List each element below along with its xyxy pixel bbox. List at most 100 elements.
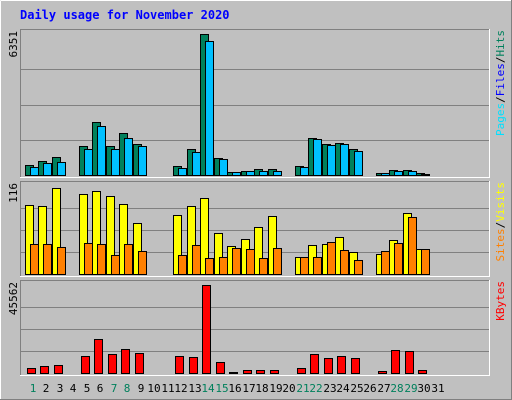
bar-sites-day-22 <box>313 257 322 275</box>
y-max-label: 45562 <box>7 282 20 315</box>
bar-files-day-30 <box>421 174 430 176</box>
bar-files-day-7 <box>111 149 120 176</box>
bar-visits-day-12 <box>173 215 182 275</box>
day-label-3: 3 <box>57 382 64 395</box>
bar-kbytes-day-9 <box>135 353 144 374</box>
bar-visits-day-7 <box>106 196 115 275</box>
bar-kbytes-day-21 <box>297 368 306 374</box>
day-label-7: 7 <box>111 382 118 395</box>
day-label-5: 5 <box>84 382 91 395</box>
y-max-label: 116 <box>7 183 20 203</box>
bar-sites-day-23 <box>327 242 336 275</box>
bar-files-day-16 <box>232 172 241 176</box>
legend-item-2: Files <box>494 63 507 96</box>
bar-kbytes-day-1 <box>27 368 36 374</box>
bar-files-day-13 <box>192 152 201 176</box>
bar-visits-day-13 <box>187 206 196 275</box>
bar-sites-day-30 <box>421 249 430 275</box>
legend-visits-sites: Sites/Visits <box>494 182 507 262</box>
bar-sites-day-29 <box>408 217 417 275</box>
day-label-10: 10 <box>147 382 160 395</box>
day-label-24: 24 <box>336 382 350 395</box>
bar-files-day-6 <box>97 126 106 176</box>
day-label-8: 8 <box>124 382 131 395</box>
bar-sites-day-3 <box>57 247 66 275</box>
bar-kbytes-day-22 <box>310 354 319 374</box>
bar-kbytes-day-2 <box>40 366 49 374</box>
day-label-29: 29 <box>404 382 417 395</box>
bar-files-day-25 <box>354 151 363 176</box>
day-label-27: 27 <box>377 382 390 395</box>
bar-sites-day-8 <box>124 244 133 275</box>
bar-files-day-1 <box>30 167 39 176</box>
bar-files-day-21 <box>300 167 309 176</box>
bar-files-day-28 <box>394 171 403 176</box>
bar-sites-day-14 <box>205 258 214 275</box>
bar-files-day-14 <box>205 41 214 176</box>
day-label-22: 22 <box>309 382 322 395</box>
bar-files-day-18 <box>259 171 268 176</box>
legend-item-0: Pages <box>494 103 507 136</box>
bar-sites-day-2 <box>43 244 52 275</box>
bar-kbytes-day-3 <box>54 365 63 374</box>
bar-files-day-5 <box>84 149 93 176</box>
bar-kbytes-day-27 <box>378 371 387 374</box>
day-label-16: 16 <box>228 382 241 395</box>
panels-group: 6351Pages/Files/Hits116Sites/Visits45562… <box>7 29 507 376</box>
bar-sites-day-27 <box>381 251 390 275</box>
bar-sites-day-21 <box>300 257 309 275</box>
bar-sites-day-19 <box>273 248 282 275</box>
series-sites <box>30 217 430 275</box>
day-label-11: 11 <box>161 382 174 395</box>
day-label-25: 25 <box>350 382 363 395</box>
bar-kbytes-day-25 <box>351 358 360 374</box>
legend-item-0: Sites <box>494 228 507 261</box>
bar-sites-day-28 <box>394 243 403 275</box>
bar-files-day-19 <box>273 171 282 176</box>
bar-sites-day-7 <box>111 255 120 275</box>
day-label-6: 6 <box>97 382 104 395</box>
bar-sites-day-25 <box>354 260 363 275</box>
bar-kbytes-day-16 <box>229 372 238 374</box>
bar-files-day-3 <box>57 162 66 176</box>
bar-kbytes-day-12 <box>175 356 184 374</box>
series-kbytes <box>27 285 427 374</box>
bar-files-day-8 <box>124 138 133 176</box>
bar-files-day-29 <box>408 171 417 176</box>
bar-kbytes-day-29 <box>405 351 414 374</box>
bar-sites-day-5 <box>84 243 93 275</box>
panel-background <box>20 280 490 376</box>
bar-kbytes-day-17 <box>243 370 252 374</box>
day-label-31: 31 <box>431 382 444 395</box>
legend-item-1: / <box>494 222 507 229</box>
bar-visits-day-5 <box>79 194 88 275</box>
bar-sites-day-16 <box>232 248 241 275</box>
bar-files-day-2 <box>43 163 52 176</box>
bar-kbytes-day-23 <box>324 358 333 374</box>
day-label-28: 28 <box>390 382 403 395</box>
bar-sites-day-6 <box>97 244 106 275</box>
day-label-4: 4 <box>70 382 77 395</box>
y-max-label: 6351 <box>7 31 20 58</box>
bar-sites-day-1 <box>30 244 39 275</box>
chart-title: Daily usage for November 2020 <box>20 8 230 22</box>
bar-files-day-15 <box>219 159 228 176</box>
bar-kbytes-day-13 <box>189 357 198 374</box>
bar-kbytes-day-30 <box>418 370 427 374</box>
bar-kbytes-day-7 <box>108 354 117 374</box>
day-label-17: 17 <box>242 382 255 395</box>
day-labels-group: 1 2 3 4 5 6 7 8 9 10 11 12 13 14 15 16 17 18 19 20 21 22 23 24 2… <box>30 382 445 395</box>
bar-kbytes-day-14 <box>202 285 211 374</box>
legend-item-3: / <box>494 57 507 64</box>
bar-visits-day-9 <box>133 223 142 275</box>
legend-kbytes: KBytes <box>494 281 507 321</box>
bar-kbytes-day-18 <box>256 370 265 374</box>
day-label-9: 9 <box>138 382 145 395</box>
bar-visits-day-6 <box>92 191 101 275</box>
bar-sites-day-12 <box>178 255 187 275</box>
bar-visits-day-15 <box>214 233 223 275</box>
day-label-12: 12 <box>174 382 187 395</box>
day-label-23: 23 <box>323 382 336 395</box>
